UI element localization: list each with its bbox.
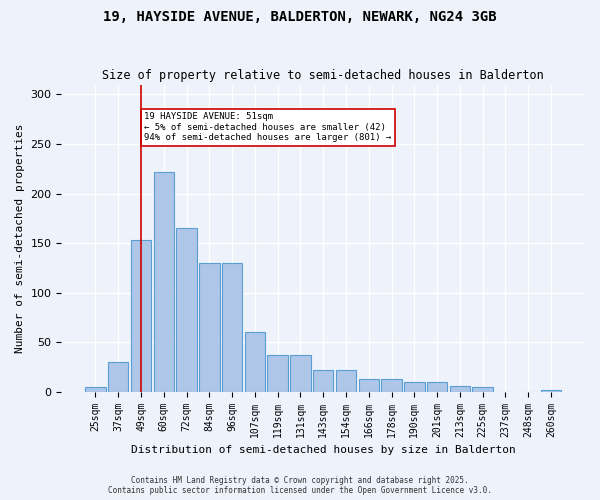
- Bar: [313, 370, 334, 392]
- Y-axis label: Number of semi-detached properties: Number of semi-detached properties: [15, 124, 25, 353]
- Bar: [290, 355, 311, 392]
- Text: 19, HAYSIDE AVENUE, BALDERTON, NEWARK, NG24 3GB: 19, HAYSIDE AVENUE, BALDERTON, NEWARK, N…: [103, 10, 497, 24]
- Text: 19 HAYSIDE AVENUE: 51sqm
← 5% of semi-detached houses are smaller (42)
94% of se: 19 HAYSIDE AVENUE: 51sqm ← 5% of semi-de…: [145, 112, 392, 142]
- Bar: [108, 362, 128, 392]
- Bar: [336, 370, 356, 392]
- Bar: [222, 263, 242, 392]
- Bar: [427, 382, 448, 392]
- Bar: [85, 386, 106, 392]
- Title: Size of property relative to semi-detached houses in Balderton: Size of property relative to semi-detach…: [103, 69, 544, 82]
- Bar: [449, 386, 470, 392]
- X-axis label: Distribution of semi-detached houses by size in Balderton: Distribution of semi-detached houses by …: [131, 445, 515, 455]
- Text: Contains HM Land Registry data © Crown copyright and database right 2025.
Contai: Contains HM Land Registry data © Crown c…: [108, 476, 492, 495]
- Bar: [176, 228, 197, 392]
- Bar: [404, 382, 425, 392]
- Bar: [472, 386, 493, 392]
- Bar: [245, 332, 265, 392]
- Bar: [199, 263, 220, 392]
- Bar: [381, 379, 402, 392]
- Bar: [541, 390, 561, 392]
- Bar: [359, 379, 379, 392]
- Bar: [131, 240, 151, 392]
- Bar: [268, 355, 288, 392]
- Bar: [154, 172, 174, 392]
